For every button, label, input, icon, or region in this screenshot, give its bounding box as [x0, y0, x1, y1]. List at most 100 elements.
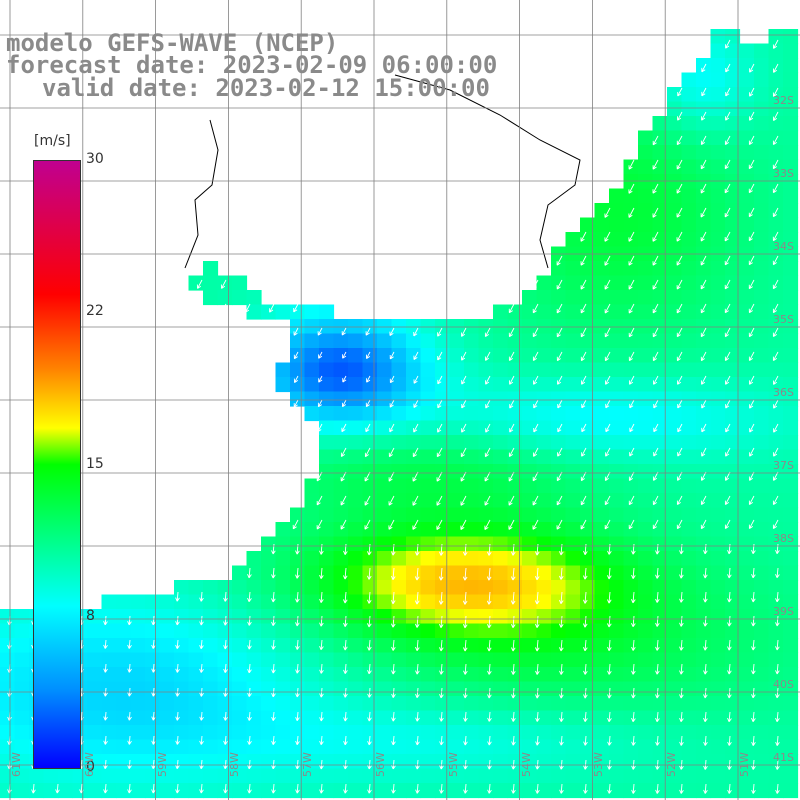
wind-arrow: [631, 711, 636, 723]
wind-arrow: [318, 375, 323, 383]
wind-arrow: [151, 735, 156, 745]
wind-arrow: [103, 663, 108, 673]
wind-arrow: [701, 399, 707, 409]
wind-arrow: [725, 87, 731, 97]
wind-arrow: [508, 519, 515, 530]
wind-arrow: [343, 663, 348, 674]
wind-arrow: [748, 471, 755, 481]
wind-arrow: [319, 711, 324, 722]
wind-arrow: [389, 351, 395, 360]
wind-arrow: [271, 759, 276, 770]
wind-arrow: [772, 135, 779, 145]
wind-arrow: [701, 423, 707, 433]
colorbar-units: [m/s]: [34, 133, 71, 149]
wind-arrow: [700, 519, 707, 530]
wind-arrow: [415, 735, 420, 746]
wind-arrow: [558, 615, 564, 628]
wind-arrow: [725, 399, 731, 409]
wind-arrow: [748, 207, 755, 218]
wind-arrow: [724, 351, 731, 361]
wind-arrow: [463, 711, 468, 722]
wind-arrow: [342, 567, 348, 580]
wind-arrow: [484, 351, 491, 361]
wind-arrow: [365, 327, 371, 336]
wind-arrow: [295, 735, 300, 746]
wind-arrow: [677, 87, 683, 97]
model-title: modelo GEFS-WAVE (NCEP): [6, 29, 339, 57]
wind-arrow: [103, 759, 108, 770]
wind-arrow: [485, 423, 491, 433]
wind-arrow: [775, 663, 780, 675]
wind-arrow: [485, 375, 491, 385]
wind-arrow: [175, 711, 180, 721]
wind-arrow: [607, 735, 612, 746]
wind-arrow: [631, 639, 636, 651]
wind-arrow: [486, 591, 492, 605]
wind-arrow: [677, 423, 683, 433]
wind-arrow: [775, 711, 780, 723]
wind-arrow: [749, 447, 755, 457]
wind-arrow: [413, 399, 419, 408]
wind-arrow: [724, 231, 731, 242]
wind-arrow: [295, 567, 300, 579]
wind-arrow: [412, 447, 419, 458]
wind-arrow: [151, 783, 156, 794]
wind-arrow: [703, 615, 708, 627]
wind-arrow: [271, 783, 276, 794]
wind-arrow: [631, 663, 636, 675]
wind-arrow: [749, 111, 755, 121]
wind-arrow: [582, 591, 588, 604]
wind-arrow: [103, 783, 108, 794]
wind-arrow: [247, 639, 252, 650]
wind-arrow: [631, 783, 636, 794]
colorbar-tick-30: 30: [86, 151, 104, 167]
wind-arrow: [775, 639, 780, 651]
wind-arrow: [751, 639, 756, 651]
wind-arrow: [389, 399, 395, 408]
wind-arrow: [556, 351, 563, 362]
wind-arrow: [533, 399, 539, 409]
wind-arrow: [391, 687, 396, 698]
wind-arrow: [484, 519, 491, 530]
wind-arrow: [487, 711, 492, 722]
wind-arrow: [127, 663, 132, 673]
longitude-label: 54W: [519, 752, 533, 777]
wind-arrow: [628, 255, 635, 266]
wind-arrow: [436, 471, 443, 482]
wind-arrow: [367, 735, 372, 746]
wind-arrow: [532, 495, 539, 506]
wind-arrow: [220, 279, 227, 289]
wind-arrow: [655, 735, 660, 746]
wind-arrow: [463, 687, 468, 699]
wind-arrow: [701, 111, 707, 121]
country-border-2: [394, 74, 581, 269]
wind-arrow: [556, 279, 563, 290]
wind-arrow: [581, 399, 587, 409]
wind-arrow: [533, 423, 539, 433]
wind-arrow: [295, 639, 300, 650]
wind-arrow: [700, 495, 707, 505]
wind-arrow: [439, 687, 444, 699]
wind-arrow: [535, 663, 540, 675]
wind-arrow: [438, 591, 444, 605]
wind-arrow: [581, 447, 587, 457]
wind-arrow: [703, 639, 708, 651]
colorbar-tick-22: 22: [86, 303, 104, 319]
wind-arrow: [511, 663, 516, 675]
wind-arrow: [439, 759, 444, 770]
wind-arrow: [511, 783, 516, 794]
wind-arrow: [749, 87, 755, 97]
wind-arrow: [293, 303, 299, 313]
wind-arrow: [751, 663, 756, 675]
wind-arrow: [343, 615, 348, 627]
latitude-label: 37S: [773, 459, 794, 472]
wind-arrow: [724, 495, 731, 505]
wind-arrow: [247, 663, 252, 674]
wind-arrow: [749, 63, 755, 73]
colorbar-tick-0: 0: [86, 759, 95, 775]
wind-arrow: [487, 783, 492, 794]
wind-arrow: [604, 279, 611, 290]
wind-arrow: [652, 279, 659, 290]
wind-arrow: [463, 759, 468, 770]
wind-arrow: [652, 207, 659, 218]
